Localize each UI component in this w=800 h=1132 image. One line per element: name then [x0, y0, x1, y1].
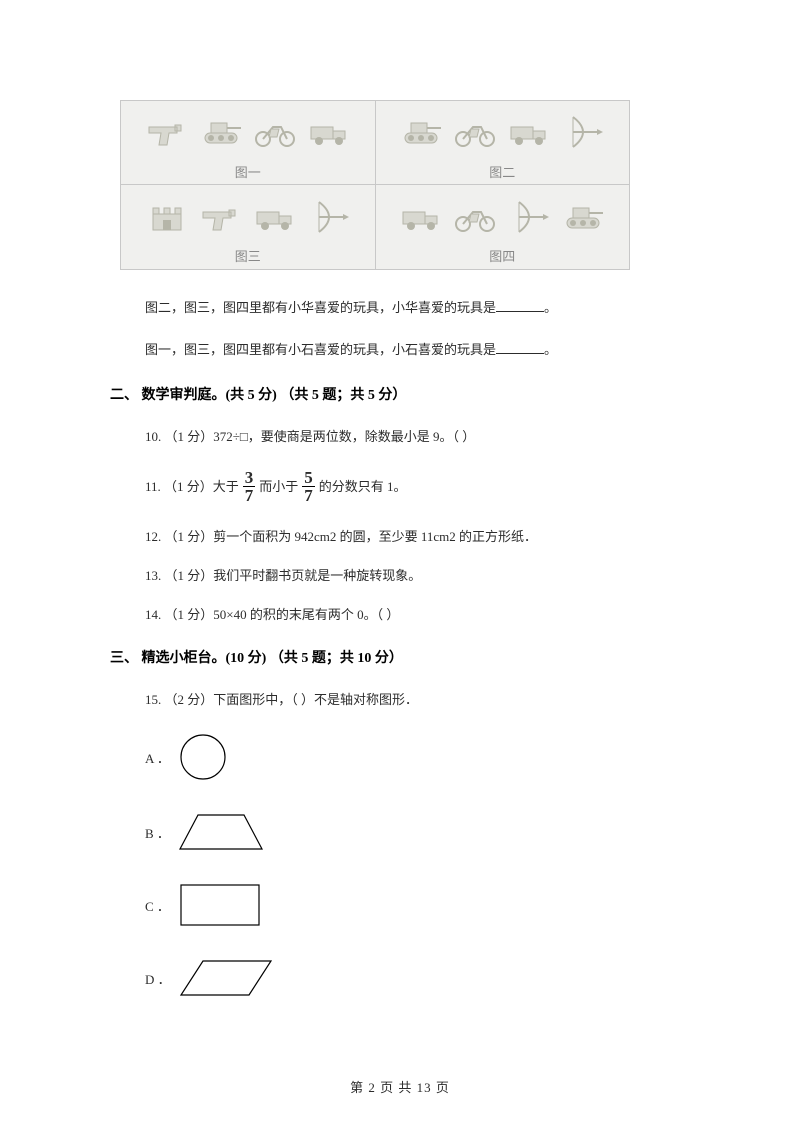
section-2-heading: 二、 数学审判庭。(共 5 分) （共 5 题；共 5 分） [110, 384, 690, 404]
option-b: B ． [145, 812, 690, 852]
bow-icon [505, 196, 553, 238]
grid-cell-3: 图三 [121, 185, 376, 269]
truck-icon [251, 196, 299, 238]
paragraph-2: 图一，图三，图四里都有小石喜爱的玩具，小石喜爱的玩具是 。 [145, 342, 690, 356]
paragraph-1: 图二，图三，图四里都有小华喜爱的玩具，小华喜爱的玩具是 。 [145, 300, 690, 314]
grid-cell-2: 图二 [376, 101, 630, 184]
circle-shape [178, 732, 228, 782]
truck-icon [397, 196, 445, 238]
q11-c: 的分数只有 1。 [319, 480, 407, 493]
p2-text-a: 图一，图三，图四里都有小石喜爱的玩具，小石喜爱的玩具是 [145, 342, 496, 357]
option-c-label: C ． [145, 896, 170, 915]
fraction-3-7: 3 7 [243, 469, 256, 504]
tank-icon [397, 111, 445, 153]
option-d: D ． [145, 958, 690, 998]
bow-icon [559, 111, 607, 153]
truck-icon [305, 111, 353, 153]
frac-num: 3 [243, 469, 256, 487]
truck-icon [505, 111, 553, 153]
motorcycle-icon [451, 111, 499, 153]
toys-row-2 [376, 105, 630, 160]
fraction-5-7: 5 7 [302, 469, 315, 504]
cell-label-1: 图一 [235, 162, 261, 181]
gun-icon [143, 111, 191, 153]
motorcycle-icon [251, 111, 299, 153]
tank-icon [559, 196, 607, 238]
grid-cell-4: 图四 [376, 185, 630, 269]
blank-2[interactable] [496, 342, 544, 354]
option-a: A ． [145, 732, 690, 782]
image-grid: 图一 图二 图三 [120, 100, 630, 270]
toys-row-3 [121, 189, 375, 244]
cell-label-2: 图二 [489, 162, 515, 181]
page-footer: 第 2 页 共 13 页 [0, 1077, 800, 1096]
toys-row-1 [121, 105, 375, 160]
toys-row-4 [376, 189, 630, 244]
grid-row-1: 图一 图二 [121, 101, 629, 185]
question-12: 12. （1 分）剪一个面积为 942cm2 的圆，至少要 11cm2 的正方形… [145, 530, 690, 543]
page-content: 图一 图二 图三 [0, 0, 800, 998]
grid-row-2: 图三 图四 [121, 185, 629, 269]
gun-icon [197, 196, 245, 238]
question-10: 10. （1 分）372÷□，要使商是两位数，除数最小是 9。（ ） [145, 430, 690, 443]
question-15: 15. （2 分）下面图形中，（ ）不是轴对称图形． [145, 693, 690, 706]
frac-den: 7 [302, 487, 315, 504]
option-d-label: D ． [145, 969, 171, 988]
bow-icon [305, 196, 353, 238]
grid-cell-1: 图一 [121, 101, 376, 184]
option-c: C ． [145, 882, 690, 928]
p2-text-b: 。 [544, 342, 557, 357]
q11-a: 11. （1 分）大于 [145, 480, 239, 493]
motorcycle-icon [451, 196, 499, 238]
question-13: 13. （1 分）我们平时翻书页就是一种旋转现象。 [145, 569, 690, 582]
frac-num: 5 [302, 469, 315, 487]
option-b-label: B ． [145, 823, 170, 842]
section-3-heading: 三、 精选小柜台。(10 分) （共 5 题；共 10 分） [110, 647, 690, 667]
tank-icon [197, 111, 245, 153]
blank-1[interactable] [496, 300, 544, 312]
parallelogram-shape [179, 958, 273, 998]
q11-b: 而小于 [259, 480, 298, 493]
cell-label-3: 图三 [235, 246, 261, 265]
rectangle-shape [178, 882, 262, 928]
castle-icon [143, 196, 191, 238]
p1-text-b: 。 [544, 300, 557, 315]
trapezoid-shape [178, 812, 264, 852]
frac-den: 7 [243, 487, 256, 504]
option-a-label: A ． [145, 748, 170, 767]
p1-text-a: 图二，图三，图四里都有小华喜爱的玩具，小华喜爱的玩具是 [145, 300, 496, 315]
question-14: 14. （1 分）50×40 的积的末尾有两个 0。（ ） [145, 608, 690, 621]
cell-label-4: 图四 [489, 246, 515, 265]
question-11: 11. （1 分）大于 3 7 而小于 5 7 的分数只有 1。 [145, 469, 690, 504]
